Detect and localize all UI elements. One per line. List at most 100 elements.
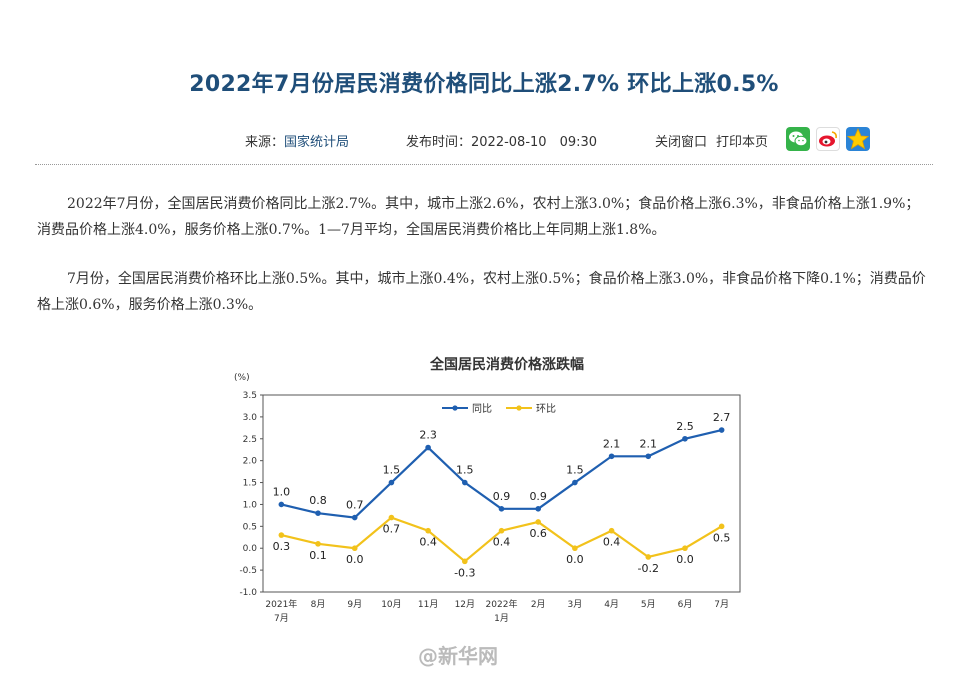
data-point	[388, 479, 395, 486]
article-paragraph-2: 7月份，全国居民消费价格环比上涨0.5%。其中，城市上涨0.4%，农村上涨0.5…	[37, 271, 926, 313]
data-label: 0.4	[603, 536, 621, 549]
data-label: 2.1	[603, 437, 621, 450]
data-label: 0.3	[273, 540, 291, 553]
weibo-share-button[interactable]	[816, 127, 840, 151]
y-tick-label: -0.5	[239, 566, 257, 576]
publish-time: 发布时间：2022-08-10 09:30	[406, 131, 597, 150]
data-label: 0.9	[529, 490, 547, 503]
x-tick-label: 5月	[641, 599, 656, 610]
print-button[interactable]: 打印本页	[716, 135, 769, 150]
data-point	[388, 514, 395, 521]
x-tick-label: 10月	[381, 599, 401, 610]
data-point	[645, 554, 652, 560]
data-point	[682, 435, 688, 442]
data-label: 0.9	[493, 490, 511, 503]
data-point	[278, 532, 285, 538]
x-tick-label: 11月	[418, 599, 438, 610]
weibo-icon	[819, 131, 837, 147]
data-label: 2.1	[640, 437, 658, 450]
data-label: 2.5	[676, 420, 694, 433]
data-point	[572, 479, 578, 486]
y-tick-label: 1.0	[243, 500, 258, 510]
data-point	[498, 506, 505, 512]
x-tick-label: 7月	[274, 613, 289, 624]
x-tick-label: 4月	[604, 599, 619, 610]
data-point	[645, 453, 652, 460]
data-label: 2.7	[713, 411, 731, 424]
data-label: -0.2	[638, 562, 659, 575]
data-label: 0.8	[309, 494, 327, 507]
x-tick-label: 1月	[494, 613, 509, 624]
data-label: -0.3	[454, 566, 475, 579]
article-paragraph-1: 2022年7月份，全国居民消费价格同比上涨2.7%。其中，城市上涨2.6%，农村…	[37, 196, 920, 238]
data-label: 1.0	[273, 485, 291, 498]
y-tick-label: 3.0	[243, 413, 258, 423]
legend-label: 同比	[472, 403, 492, 415]
watermark: @新华网	[418, 644, 498, 668]
data-point	[278, 501, 285, 508]
data-point	[608, 527, 615, 534]
y-tick-label: -1.0	[239, 588, 257, 598]
source-label: 来源：	[245, 135, 285, 150]
legend-label: 环比	[536, 403, 556, 415]
chart-title: 全国居民消费价格涨跌幅	[430, 357, 584, 373]
y-tick-label: 1.5	[243, 479, 257, 489]
data-label: 0.1	[309, 549, 327, 562]
data-point	[608, 453, 615, 460]
qzone-share-button[interactable]	[846, 127, 870, 151]
source-link[interactable]: 国家统计局	[284, 135, 350, 150]
data-point	[462, 479, 468, 486]
source: 来源：国家统计局	[245, 131, 349, 150]
y-tick-label: 2.0	[243, 457, 258, 467]
x-tick-label: 7月	[714, 599, 729, 610]
y-tick-label: 0.5	[243, 522, 257, 532]
data-label: 1.5	[566, 464, 584, 477]
data-label: 0.6	[529, 527, 547, 540]
data-point	[572, 545, 578, 552]
data-point	[351, 545, 358, 552]
y-tick-label: 3.5	[243, 391, 257, 401]
data-label: 0.7	[383, 523, 401, 536]
legend-marker	[516, 405, 522, 411]
data-point	[535, 519, 541, 525]
x-tick-label: 3月	[568, 599, 583, 610]
data-point	[315, 510, 321, 516]
data-point	[535, 506, 541, 512]
data-label: 0.0	[676, 553, 694, 566]
data-label: 2.3	[419, 429, 437, 442]
close-window-button[interactable]: 关闭窗口	[655, 135, 708, 150]
time-value: 2022-08-10 09:30	[471, 135, 598, 150]
time-label: 发布时间：	[406, 135, 472, 150]
x-tick-label: 6月	[678, 599, 693, 610]
y-axis-unit: (%)	[234, 373, 250, 383]
x-tick-label: 12月	[455, 599, 475, 610]
data-point	[682, 545, 688, 552]
x-tick-label: 2022年	[486, 598, 518, 610]
data-label: 0.0	[566, 553, 584, 566]
x-tick-label: 2021年	[265, 598, 297, 610]
data-point	[425, 527, 431, 534]
qzone-icon	[847, 128, 869, 150]
y-tick-label: 0.0	[243, 544, 258, 554]
data-point	[718, 427, 725, 433]
data-label: 0.7	[346, 499, 364, 512]
legend-marker	[452, 405, 458, 411]
x-tick-label: 9月	[347, 599, 362, 610]
data-label: 0.0	[346, 553, 364, 566]
data-label: 0.4	[493, 536, 511, 549]
header-divider	[35, 164, 933, 165]
data-point	[425, 444, 431, 451]
data-label: 0.5	[713, 531, 731, 544]
wechat-share-button[interactable]	[786, 127, 810, 151]
data-point	[315, 541, 321, 547]
plot-frame	[262, 394, 741, 593]
x-tick-label: 8月	[311, 599, 326, 610]
y-tick-label: 2.5	[243, 435, 257, 445]
data-label: 1.5	[383, 464, 401, 477]
data-point	[351, 514, 358, 521]
data-label: 0.4	[419, 536, 437, 549]
data-point	[498, 527, 505, 534]
article-title: 2022年7月份居民消费价格同比上涨2.7% 环比上涨0.5%	[189, 72, 779, 97]
data-point	[462, 558, 468, 565]
cpi-line-chart: (%) -1.0 -0.5 0.0 0.5 1.0 1.5 2.0 2.5 3.0 3.5 2021年…	[234, 373, 741, 624]
